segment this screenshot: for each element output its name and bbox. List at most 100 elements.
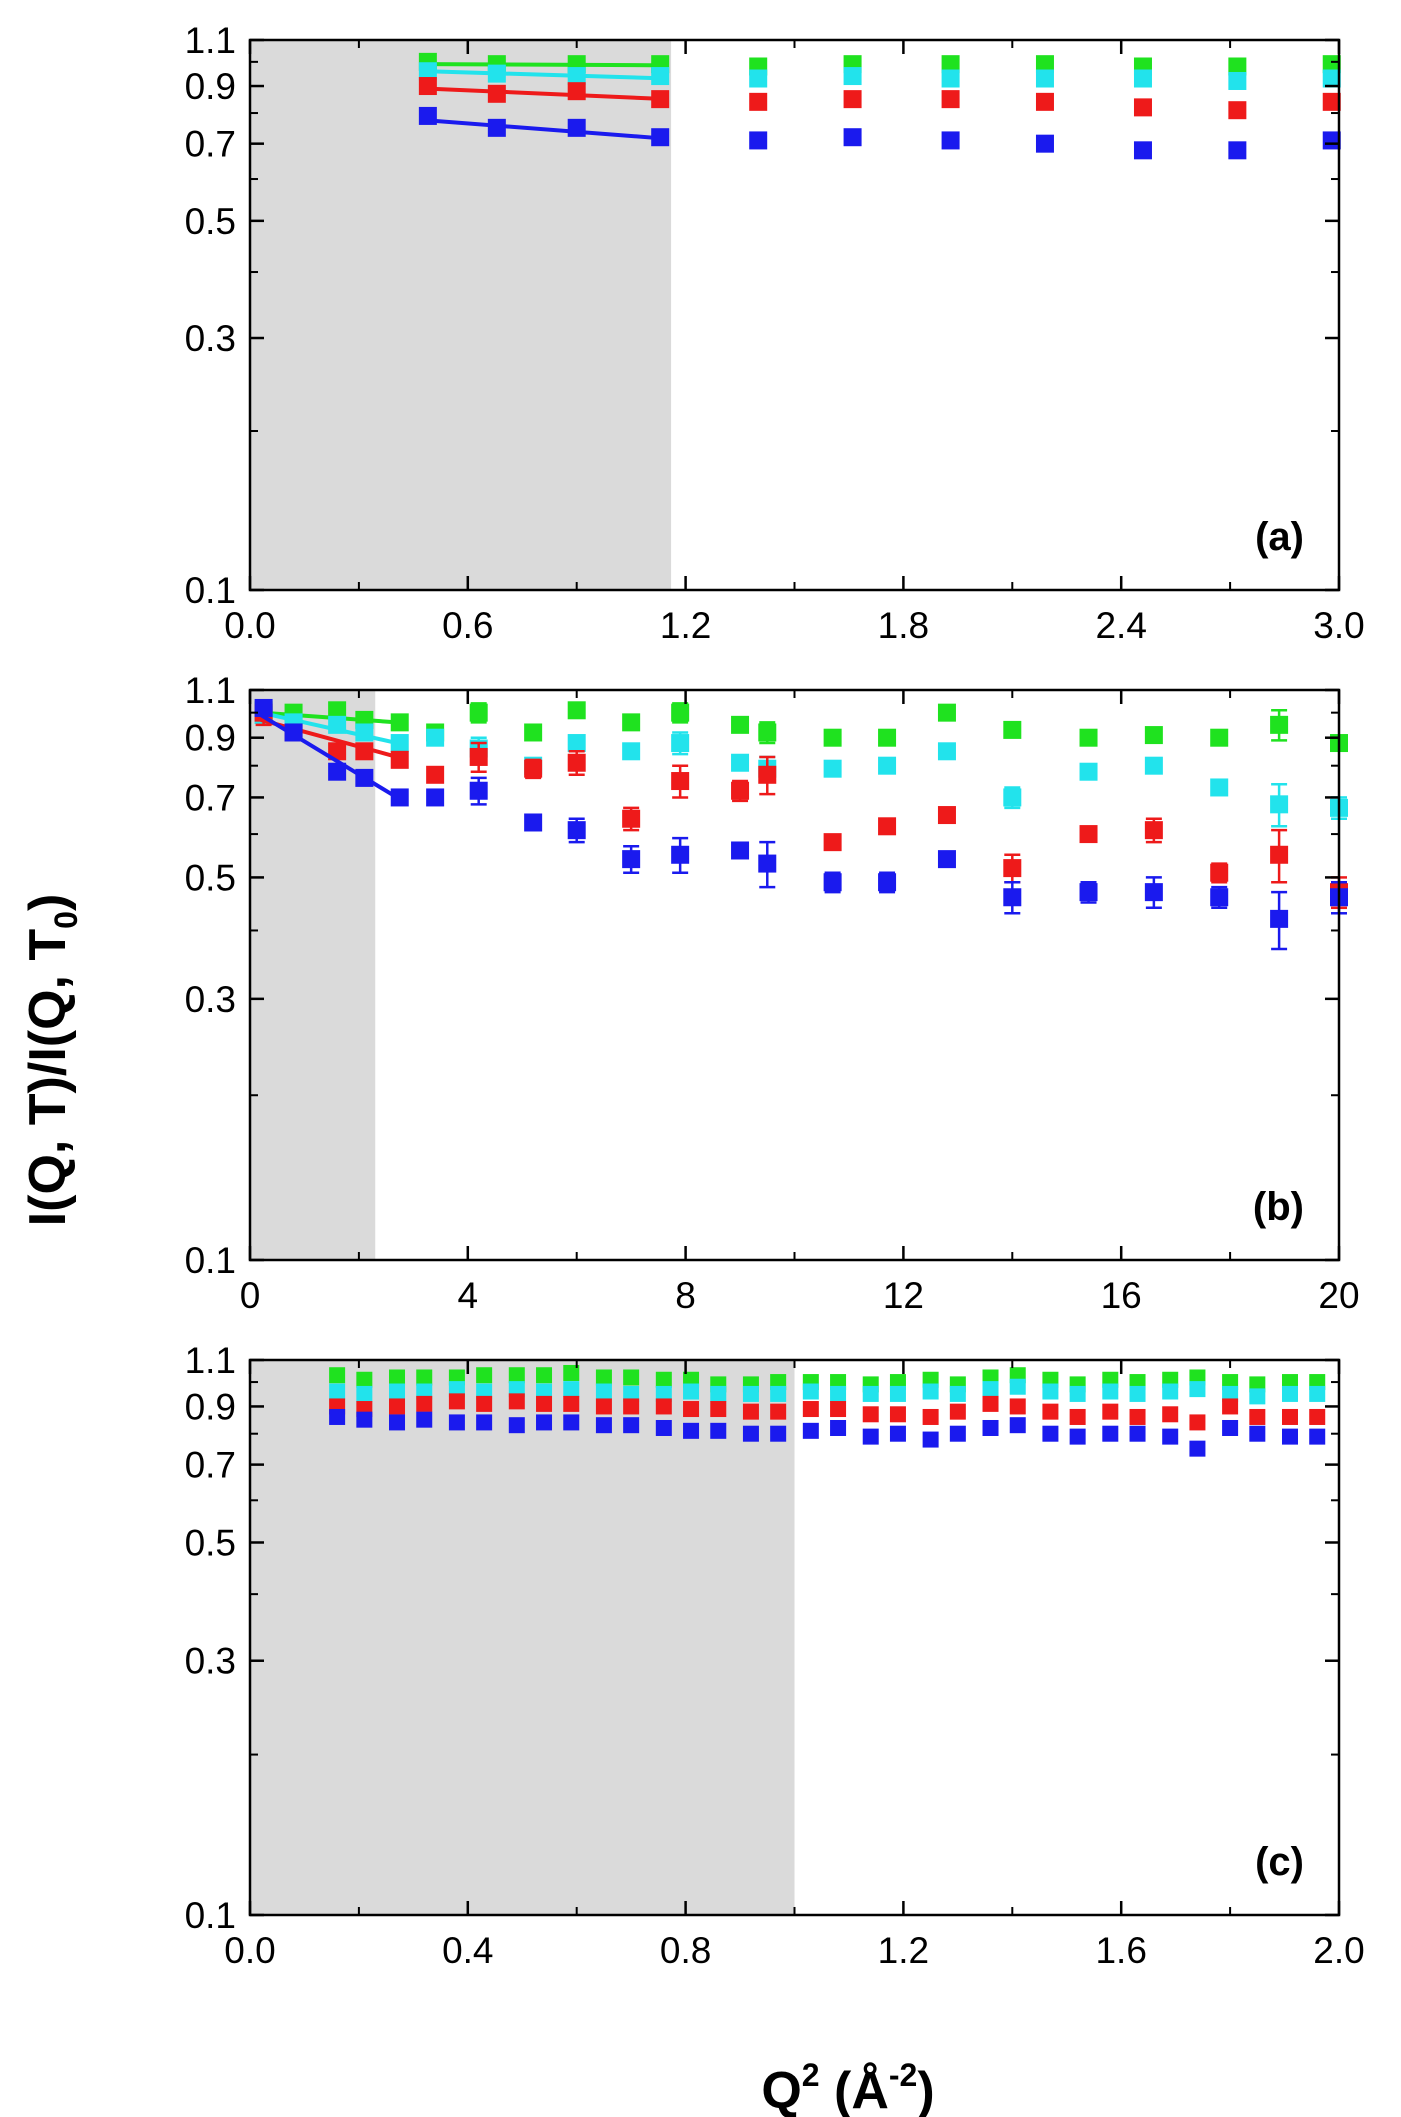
data-point bbox=[830, 1401, 847, 1418]
data-point bbox=[563, 1395, 580, 1412]
data-point bbox=[1069, 1428, 1086, 1445]
data-point bbox=[710, 1401, 727, 1418]
data-point bbox=[595, 1398, 612, 1415]
data-point bbox=[671, 772, 690, 791]
data-point bbox=[448, 1393, 465, 1410]
data-point bbox=[356, 1411, 373, 1428]
plot-frame bbox=[248, 688, 1341, 1262]
data-point bbox=[1222, 1419, 1239, 1436]
data-point bbox=[889, 1385, 906, 1402]
data-point bbox=[1035, 134, 1054, 153]
data-point bbox=[328, 701, 347, 720]
x-axis-title-sup: 2 bbox=[802, 2057, 820, 2093]
data-point bbox=[878, 728, 897, 747]
data-point bbox=[1042, 1425, 1059, 1442]
data-point bbox=[356, 1371, 373, 1388]
data-point bbox=[1228, 101, 1247, 120]
data-point bbox=[1210, 728, 1229, 747]
data-point bbox=[567, 67, 586, 86]
data-point bbox=[671, 845, 690, 864]
y-tick-label: 0.7 bbox=[185, 1445, 236, 1486]
x-tick-label: 12 bbox=[883, 1275, 924, 1316]
data-point bbox=[1144, 883, 1163, 902]
data-point bbox=[1035, 92, 1054, 111]
data-point bbox=[1249, 1388, 1266, 1405]
data-point bbox=[937, 806, 956, 825]
data-point bbox=[508, 1367, 525, 1384]
x-tick-label: 0.6 bbox=[442, 605, 493, 646]
shaded-region bbox=[250, 40, 672, 590]
data-point bbox=[1309, 1408, 1326, 1425]
data-point bbox=[982, 1395, 999, 1412]
data-point bbox=[742, 1403, 759, 1420]
y-axis-title-main: I(Q, T)/I(Q, T bbox=[19, 929, 77, 1227]
data-point bbox=[1133, 98, 1152, 117]
data-point bbox=[758, 723, 777, 742]
data-point bbox=[731, 781, 750, 800]
data-point bbox=[1079, 762, 1098, 781]
data-point bbox=[536, 1395, 553, 1412]
data-point bbox=[469, 703, 488, 722]
data-point bbox=[536, 1367, 553, 1384]
fit-line-blue bbox=[427, 118, 668, 141]
data-point bbox=[1210, 863, 1229, 882]
data-point bbox=[567, 82, 586, 101]
y-axis-title: I(Q, T)/I(Q, T0) bbox=[19, 894, 84, 1227]
data-point bbox=[1003, 720, 1022, 739]
data-point bbox=[982, 1381, 999, 1398]
data-point bbox=[389, 1398, 406, 1415]
y-tick-label: 0.3 bbox=[185, 979, 236, 1020]
data-point bbox=[878, 756, 897, 775]
data-point bbox=[802, 1383, 819, 1400]
data-point bbox=[770, 1425, 787, 1442]
y-tick-label: 1.1 bbox=[185, 670, 236, 711]
data-point bbox=[1249, 1408, 1266, 1425]
x-tick-label: 1.6 bbox=[1095, 1930, 1146, 1971]
fit-line-blue bbox=[259, 713, 399, 800]
data-point bbox=[683, 1401, 700, 1418]
data-point bbox=[469, 747, 488, 766]
data-point bbox=[595, 1417, 612, 1434]
data-point bbox=[623, 1398, 640, 1415]
series-blue bbox=[254, 698, 1348, 951]
data-point bbox=[595, 1383, 612, 1400]
data-point bbox=[1222, 1385, 1239, 1402]
data-point bbox=[1129, 1408, 1146, 1425]
data-point bbox=[476, 1367, 493, 1384]
data-point bbox=[731, 753, 750, 772]
panel-label: (c) bbox=[1255, 1840, 1304, 1884]
data-point bbox=[941, 90, 960, 109]
x-tick-label: 1.2 bbox=[660, 605, 711, 646]
data-point bbox=[622, 850, 641, 869]
data-point bbox=[1035, 55, 1054, 74]
data-point bbox=[683, 1383, 700, 1400]
data-point bbox=[390, 734, 409, 753]
data-point bbox=[487, 118, 506, 137]
x-tick-label: 4 bbox=[458, 1275, 479, 1316]
data-point bbox=[1162, 1383, 1179, 1400]
y-tick-label: 0.7 bbox=[185, 777, 236, 818]
data-point bbox=[671, 703, 690, 722]
panel-label: (b) bbox=[1253, 1185, 1304, 1229]
data-point bbox=[1102, 1425, 1119, 1442]
data-point bbox=[416, 1369, 433, 1386]
y-tick-label: 0.1 bbox=[185, 1895, 236, 1936]
data-point bbox=[1281, 1428, 1298, 1445]
data-point bbox=[1079, 883, 1098, 902]
data-point bbox=[758, 854, 777, 873]
data-point bbox=[937, 703, 956, 722]
data-point bbox=[1162, 1406, 1179, 1423]
data-point bbox=[1144, 726, 1163, 745]
data-point bbox=[355, 742, 374, 761]
data-point bbox=[390, 788, 409, 807]
data-point bbox=[651, 90, 670, 109]
data-point bbox=[830, 1419, 847, 1436]
y-tick-label: 0.5 bbox=[185, 201, 236, 242]
data-point bbox=[418, 77, 437, 96]
data-point bbox=[1309, 1428, 1326, 1445]
data-point bbox=[284, 723, 303, 742]
data-point bbox=[448, 1414, 465, 1431]
data-point bbox=[356, 1385, 373, 1402]
data-point bbox=[329, 1367, 346, 1384]
series-blue bbox=[418, 106, 1341, 160]
